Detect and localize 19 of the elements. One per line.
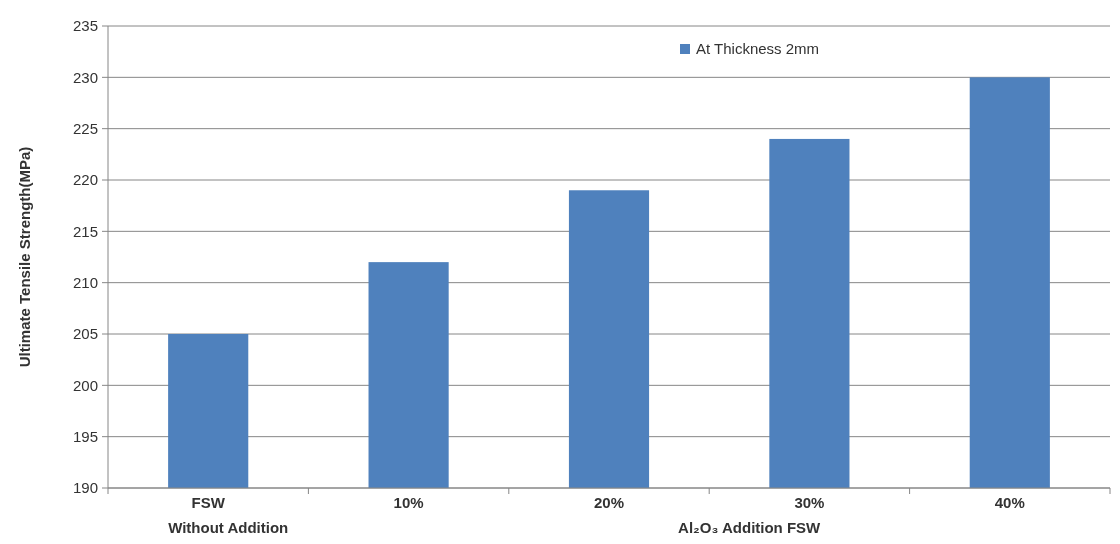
legend-label: At Thickness 2mm (696, 40, 820, 58)
text: Without Addition (168, 519, 289, 536)
y-tick-label: 235 (72, 17, 98, 35)
y-tick-label: 230 (72, 68, 98, 86)
x-tick-label: 40% (994, 494, 1025, 511)
y-tick-label: 210 (72, 273, 98, 291)
y-tick-label: 225 (72, 119, 98, 137)
y-tick-label: 200 (72, 376, 98, 394)
y-tick-label: 195 (72, 427, 98, 445)
x-tick-label: 10% (393, 494, 424, 511)
x-tick-label: FSW (191, 494, 226, 511)
x-tick-label: 20% (593, 494, 625, 511)
y-tick-label: 220 (72, 171, 98, 189)
y-tick-label: 205 (72, 325, 98, 343)
y-tick-label: 190 (72, 479, 98, 497)
x-tick-label: 30% (794, 494, 825, 511)
text: Al₂O₃ Addition FSW (678, 519, 822, 536)
y-tick-label: 215 (72, 222, 98, 240)
y-axis-title: Ultimate Tensile Strength(MPa) (16, 146, 33, 368)
